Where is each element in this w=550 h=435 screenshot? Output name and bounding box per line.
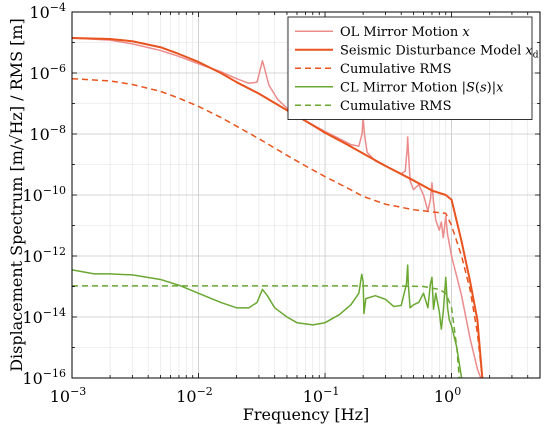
y-tick-label: 10−8: [29, 123, 66, 144]
tick-marks: [71, 11, 541, 379]
y-tick-label: 10−16: [22, 367, 66, 388]
legend-label: Cumulative RMS: [340, 62, 451, 77]
x-tick-label: 100: [434, 385, 461, 406]
x-tick-label: 10−2: [176, 385, 213, 406]
tick-labels: 10−3 10−2 10−1 100 10−16 10−14 10−12 10−10 10−8 1…: [22, 1, 461, 406]
x-tick-label: 10−1: [303, 385, 340, 406]
y-tick-label: 10−12: [22, 245, 66, 266]
x-tick-label: 10−3: [50, 385, 87, 406]
series-line-2: [72, 37, 484, 378]
legend-label: Seismic Disturbance Model xd: [340, 43, 539, 60]
y-tick-label: 10−10: [22, 184, 66, 205]
y-axis-label: Displacement Spectrum [m/√Hz] / RMS [m]: [7, 18, 26, 372]
legend: OL Mirror Motion x Seismic Disturbance Mo…: [287, 16, 539, 120]
plot-area: [72, 37, 484, 378]
y-tick-label: 10−14: [22, 306, 66, 327]
y-tick-label: 10−4: [29, 1, 66, 22]
series-line-4: [72, 264, 463, 378]
legend-label: OL Mirror Motion x: [340, 25, 470, 40]
legend-label: Cumulative RMS: [340, 99, 451, 114]
legend-label: CL Mirror Motion |S(s)|x: [340, 80, 504, 95]
series-line-5: [72, 285, 460, 378]
series-line-3: [72, 77, 484, 378]
x-axis-label: Frequency [Hz]: [243, 405, 370, 424]
y-tick-label: 10−6: [29, 62, 66, 83]
